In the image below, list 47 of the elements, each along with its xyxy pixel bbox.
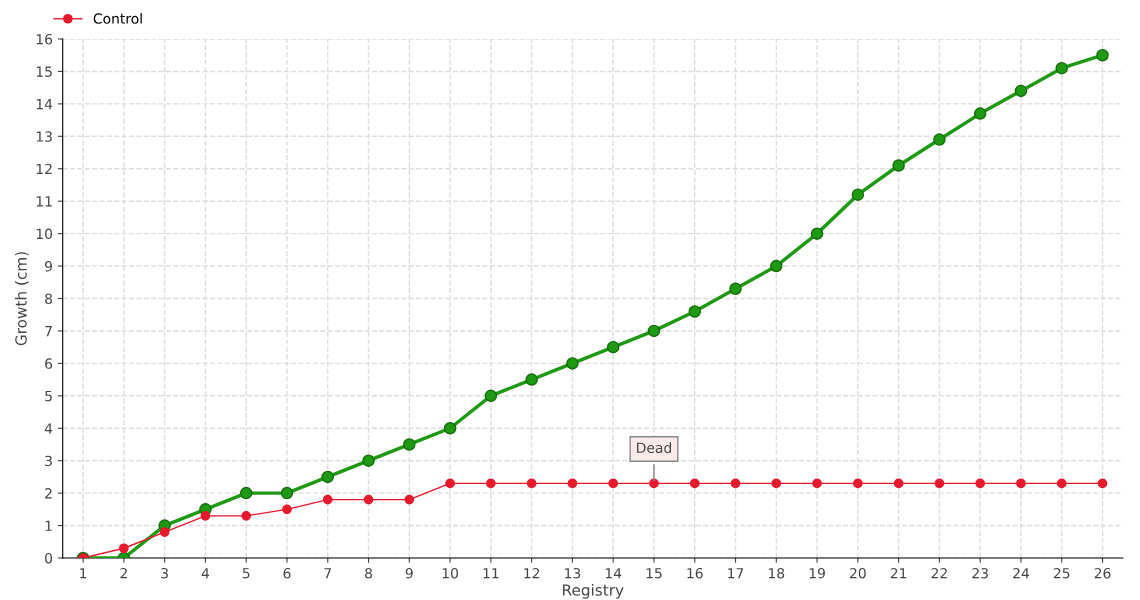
x-tick-label: 17	[728, 568, 744, 579]
annotation: Dead	[637, 442, 671, 454]
x-tick-label: 20	[850, 567, 866, 579]
y-tick-label: 7	[45, 326, 52, 337]
y-tick-label: 9	[45, 261, 52, 272]
y-tick-label: 11	[36, 196, 52, 207]
y-tick-label: 1	[45, 520, 52, 531]
x-tick-label: 5	[242, 568, 250, 579]
x-tick-label: 16	[687, 567, 703, 579]
x-tick-label: 3	[161, 567, 168, 579]
x-tick-label: 7	[324, 568, 331, 579]
x-tick-label: 24	[1013, 567, 1030, 579]
x-tick-label: 15	[646, 568, 662, 579]
x-tick-label: 9	[405, 567, 413, 579]
x-tick-label: 13	[565, 567, 581, 579]
x-tick-label: 18	[768, 567, 785, 579]
x-tick-label: 14	[605, 568, 622, 579]
y-tick-label: 15	[36, 66, 52, 77]
x-tick-label: 23	[972, 567, 988, 579]
x-tick-label: 4	[201, 568, 210, 579]
x-tick-label: 6	[283, 567, 291, 579]
y-tick-label: 10	[36, 228, 53, 240]
x-axis-title: Registry	[563, 583, 624, 599]
x-tick-label: 19	[809, 567, 825, 579]
x-tick-label: 11	[483, 568, 499, 579]
y-tick-label: 4	[44, 423, 53, 434]
legend-label: Control	[93, 13, 142, 24]
y-tick-label: 12	[36, 163, 52, 175]
x-tick-label: 21	[890, 567, 907, 579]
y-tick-label: 6	[45, 358, 53, 369]
x-tick-label: 22	[931, 567, 947, 579]
y-tick-label: 13	[36, 131, 52, 142]
x-tick-label: 1	[80, 568, 87, 579]
y-tick-label: 14	[36, 99, 53, 110]
y-tick-label: 5	[45, 390, 52, 402]
y-tick-label: 0	[45, 552, 53, 564]
x-tick-label: 10	[442, 567, 458, 579]
y-tick-label: 16	[36, 33, 53, 45]
y-tick-label: 8	[45, 293, 53, 304]
x-tick-label: 8	[365, 567, 372, 579]
y-tick-label: 2	[45, 488, 52, 499]
x-tick-label: 25	[1053, 567, 1070, 579]
x-tick-label: 26	[1094, 567, 1111, 579]
x-tick-label: 2	[120, 567, 127, 579]
y-axis-title: Growth (cm)	[14, 252, 29, 346]
y-tick-label: 3	[45, 455, 52, 467]
x-tick-label: 12	[524, 567, 540, 579]
